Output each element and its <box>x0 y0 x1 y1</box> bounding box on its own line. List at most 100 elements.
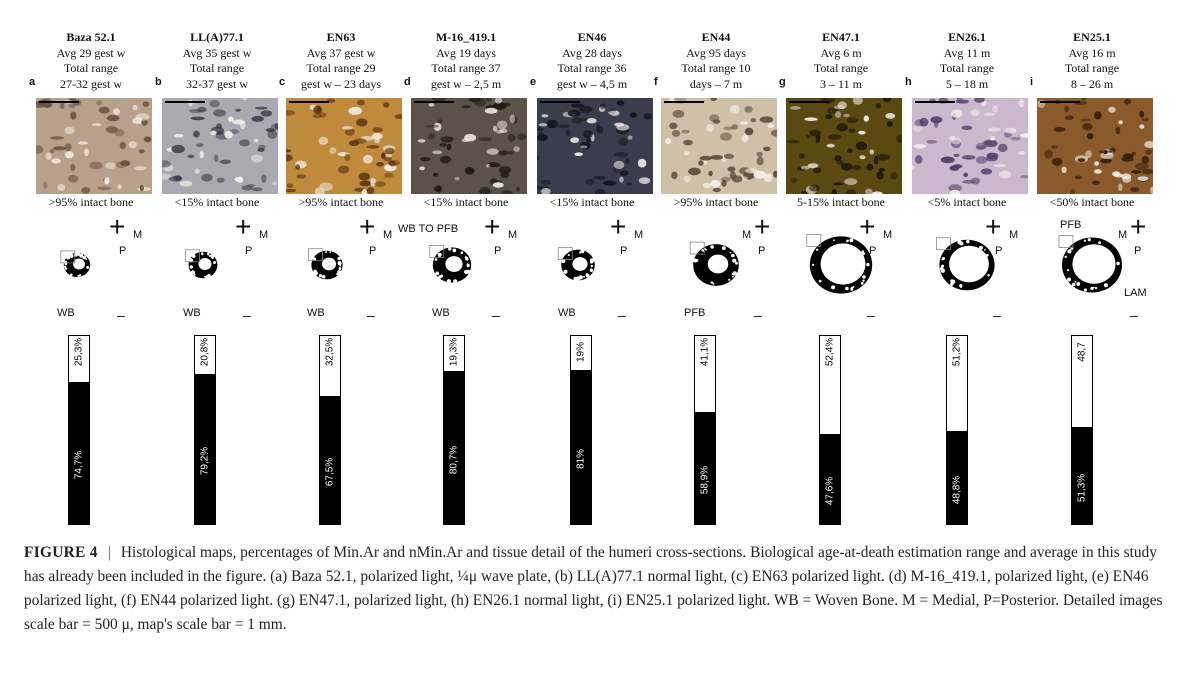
specimen-name: EN63 <box>326 30 356 44</box>
nmin-ar-percent: 25,3% <box>73 337 85 367</box>
min-ar-bar: 19% 81% <box>570 335 592 525</box>
medial-label: M <box>883 229 893 241</box>
tissue-label: WB <box>307 307 325 319</box>
nmin-ar-segment: 51,2% <box>947 336 967 433</box>
panel-header: EN44 Avg 95 days Total range 10 days – 7 m <box>654 30 778 92</box>
detail-box <box>806 233 822 247</box>
detail-box <box>60 250 76 264</box>
medial-label: M <box>383 229 393 241</box>
panel-letter: f <box>654 76 658 88</box>
panel-letter: e <box>530 76 537 88</box>
panel-letter: h <box>905 76 912 88</box>
scale-bar <box>540 101 580 103</box>
panel-d: M-16_419.1 Avg 19 days Total range 37 gest … <box>398 0 528 530</box>
panel-h: EN26.1 Avg 11 m Total range 5 – 18 m h <5% in… <box>905 0 1029 530</box>
nmin-ar-percent: 20,8% <box>199 337 211 367</box>
min-ar-percent: 58,9% <box>699 465 711 495</box>
histology-photo <box>411 98 527 194</box>
medial-label: M <box>742 229 752 241</box>
medullary-cavity <box>949 245 989 283</box>
figure-label: FIGURE 4 <box>24 544 98 561</box>
medullary-cavity <box>707 254 729 274</box>
orientation-cross: + <box>235 211 252 242</box>
panel-letter: g <box>779 76 786 88</box>
min-ar-bar: 52,4% 47,6% <box>819 335 841 525</box>
posterior-label: P <box>758 245 766 257</box>
posterior-label: P <box>620 245 628 257</box>
specimen-name: EN46 <box>577 30 607 44</box>
min-ar-percent: 79,2% <box>199 446 211 476</box>
medullary-cavity <box>445 256 463 272</box>
min-ar-segment: 79,2% <box>195 374 215 524</box>
age-line: Total range 36 <box>557 61 627 75</box>
intact-bone-label: <15% intact bone <box>174 195 260 209</box>
medullary-cavity <box>321 257 337 271</box>
caption-text: Histological maps, percentages of Min.Ar… <box>24 544 1163 633</box>
intact-bone-label: >95% intact bone <box>673 195 759 209</box>
panel-letter: c <box>279 76 286 88</box>
detail-box <box>1058 235 1074 248</box>
medial-label: M <box>1118 229 1128 241</box>
cross-section-map: + M P – WB <box>29 211 153 325</box>
specimen-name: EN25.1 <box>1073 30 1111 44</box>
cross-section-map: + M P – PFB LAM <box>1030 213 1154 325</box>
cross-section-map: + M P – WB <box>279 213 403 325</box>
histology-photo <box>661 98 777 194</box>
panel-letter: a <box>29 76 36 88</box>
medullary-cavity <box>820 243 866 285</box>
posterior-label: P <box>494 245 502 257</box>
posterior-label: P <box>995 245 1003 257</box>
age-line: days – 7 m <box>689 76 743 91</box>
cross-section-map: + M P – <box>779 213 903 325</box>
detail-box <box>185 249 201 263</box>
age-line: gest w – 23 days <box>301 76 381 91</box>
minus-label: – <box>243 307 251 323</box>
panel-header: LL(A)77.1 Avg 35 gest w Total range 32-37 g… <box>155 30 279 92</box>
posterior-label: P <box>869 245 877 257</box>
minus-label: – <box>492 307 500 323</box>
cross-section-map: + M P – WB TO PFB WB <box>398 213 528 325</box>
scale-bar <box>165 101 205 103</box>
nmin-ar-segment: 48,7 <box>1072 336 1092 429</box>
min-ar-percent: 80,7% <box>448 445 460 474</box>
min-ar-bar: 25,3% 74,7% <box>68 335 90 525</box>
medial-label: M <box>259 229 269 241</box>
min-ar-bar: 20,8% 79,2% <box>194 335 216 525</box>
age-line: Total range <box>63 61 119 75</box>
min-ar-bar: 19,3% 80,7% <box>443 335 465 525</box>
intact-bone-label: <15% intact bone <box>549 195 635 209</box>
nmin-ar-segment: 20,8% <box>195 336 215 376</box>
specimen-name: EN47.1 <box>822 30 860 44</box>
age-line: 8 – 26 m <box>1070 76 1114 91</box>
posterior-label: P <box>119 245 127 257</box>
panel-g: EN47.1 Avg 6 m Total range 3 – 11 m g 5-15% i… <box>779 0 903 530</box>
specimen-name: LL(A)77.1 <box>190 30 244 44</box>
specimen-name: M-16_419.1 <box>435 30 497 44</box>
medial-label: M <box>133 229 143 241</box>
medullary-cavity <box>73 258 85 270</box>
panel-header: EN47.1 Avg 6 m Total range 3 – 11 m <box>779 30 903 92</box>
age-line: Total range <box>189 61 245 75</box>
orientation-cross: + <box>109 211 126 242</box>
panel-i: EN25.1 Avg 16 m Total range 8 – 26 m i <50% i… <box>1030 0 1154 530</box>
min-ar-bar: 51,2% 48,8% <box>946 335 968 525</box>
min-ar-bar: 32,5% 67,5% <box>319 335 341 525</box>
min-ar-percent: 81% <box>575 448 587 470</box>
age-line: Avg 28 days <box>562 45 622 60</box>
age-line: Total range <box>1064 61 1120 75</box>
scale-bar <box>414 101 454 103</box>
age-line: Avg 95 days <box>686 45 746 60</box>
detail-box <box>557 247 573 260</box>
age-line: Total range 29 <box>306 61 376 75</box>
min-ar-percent: 48,8% <box>951 475 963 504</box>
nmin-ar-percent: 19,3% <box>448 337 460 367</box>
age-line: Total range <box>813 61 869 75</box>
panel-header: EN26.1 Avg 11 m Total range 5 – 18 m <box>905 30 1029 92</box>
min-ar-percent: 47,6% <box>824 476 836 506</box>
intact-bone-label: <5% intact bone <box>927 195 1007 209</box>
scale-bar <box>789 101 829 103</box>
histology-photo <box>786 98 902 194</box>
orientation-cross: + <box>754 211 771 242</box>
age-line: 32-37 gest w <box>186 76 248 91</box>
panel-a: Baza 52.1 Avg 29 gest w Total range 27-32 g… <box>29 0 153 530</box>
